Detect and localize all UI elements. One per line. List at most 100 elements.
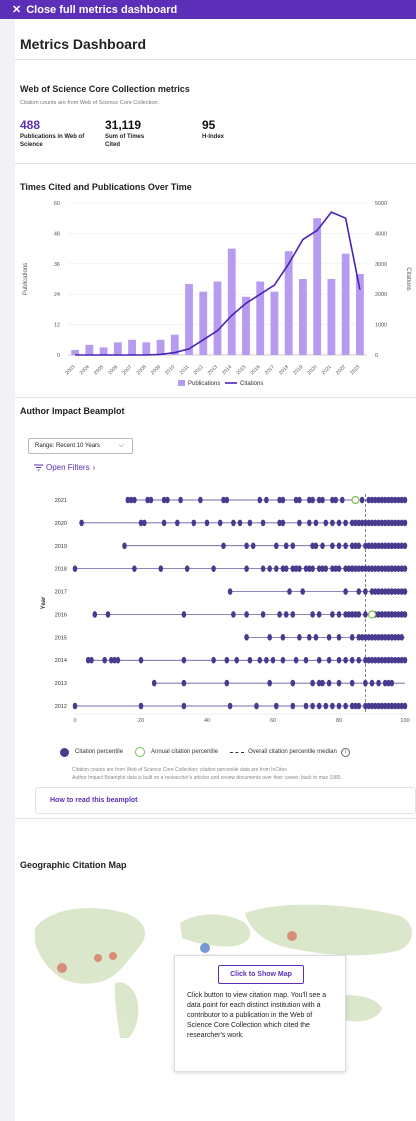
citation-dot [290,565,296,572]
citation-dot [85,656,91,664]
year-label: 2018 [55,567,67,573]
citation-dot [382,565,388,572]
citation-dot [151,679,157,687]
filter-icon [34,464,43,471]
citation-dot [366,542,372,550]
citation-dot [382,496,388,504]
show-map-button[interactable]: Click to Show Map [218,965,304,984]
citation-dot [363,542,368,550]
citation-dot [138,656,144,664]
citation-dot [369,656,375,664]
citation-dot [72,702,78,710]
close-dashboard-label[interactable]: Close full metrics dashboard [26,3,178,16]
citation-dot [138,702,144,710]
citation-dot [392,634,398,641]
citation-dot [369,542,375,550]
citation-dot [373,542,378,550]
citation-dot [165,496,170,504]
bar-publications [185,284,193,355]
citation-dot [293,656,299,664]
citation-dot [198,496,203,504]
citation-dot [379,588,385,595]
citation-dot [389,588,395,595]
citation-dot [402,542,408,550]
citation-dot [244,565,249,572]
citation-dot [115,656,121,664]
citation-dot [89,656,94,664]
citation-dot [363,679,368,687]
citation-dot [402,588,408,595]
citation-dot [320,496,325,504]
open-filters-button[interactable]: Open Filters › [34,463,95,472]
year-label: 2016 [55,612,67,618]
citation-dot [297,634,302,641]
citation-dot [349,702,355,710]
citation-dot [307,565,312,572]
x-tick-label: 2006 [107,364,119,376]
x-tick-label: 2015 [235,364,247,376]
citation-dot [283,542,289,550]
citation-dot [237,519,243,527]
citation-dot [283,611,289,618]
x-tick-label: 2020 [306,364,318,376]
citation-dot [396,702,401,710]
citation-dot [389,702,395,710]
beamplot-legend: Citation percentile Annual citation perc… [60,747,350,757]
citation-dot [316,496,322,504]
citation-dot [336,702,342,710]
citation-dot [323,519,329,527]
citation-dot [105,611,111,618]
citation-dot [274,542,279,550]
citation-dot [336,611,342,618]
citation-dot [343,542,348,550]
citation-dot [161,519,167,527]
citation-dot [300,588,306,595]
citation-dot [369,702,375,710]
citation-dot [386,656,391,664]
citation-dot [376,565,381,572]
citation-dot [402,656,408,664]
citation-dot [280,565,286,572]
citation-dot [343,565,348,572]
citation-dot [307,634,312,641]
citation-dot [396,611,401,618]
close-icon[interactable]: ✕ [12,4,22,16]
citation-dot [379,656,385,664]
citation-dot [346,565,352,572]
citation-dot [231,519,236,527]
citation-dot [402,496,408,504]
citation-dot [356,565,362,572]
citation-dot [349,656,355,664]
year-label: 2019 [55,544,67,550]
citation-dot [386,496,391,504]
citation-dot [254,702,259,710]
close-dashboard-bar[interactable]: ✕ Close full metrics dashboard [0,0,416,19]
bar-publications [227,248,236,355]
metric-publications-value[interactable]: 488 [20,118,41,132]
citation-dot [402,519,408,527]
citation-dot [145,496,150,504]
bar-publications [313,218,322,355]
citation-dot [161,496,167,504]
x-tick-label: 60 [270,718,276,724]
bar-publications [327,279,336,355]
y2-axis-label: Citations [405,267,411,290]
how-to-read-beamplot-button[interactable]: How to read this beamplot [35,787,416,814]
citation-dot [389,634,395,641]
citation-dot [399,634,405,641]
citation-dot [379,542,385,550]
x-tick-label: 2013 [207,364,219,376]
y2-tick-label: 0 [375,353,378,359]
citation-dot [125,496,131,504]
citation-dot [373,565,378,572]
citation-dot [270,656,276,664]
citation-dot [313,634,319,641]
range-select[interactable]: Range: Recent 10 Years ⌵ [28,438,133,454]
x-tick-label: 2007 [121,364,133,376]
citation-dot [326,679,332,687]
info-icon[interactable]: i [340,747,350,757]
citation-dot [340,496,345,504]
bar-publications [213,281,222,355]
citation-dot [336,565,342,572]
citation-dot [316,565,322,572]
